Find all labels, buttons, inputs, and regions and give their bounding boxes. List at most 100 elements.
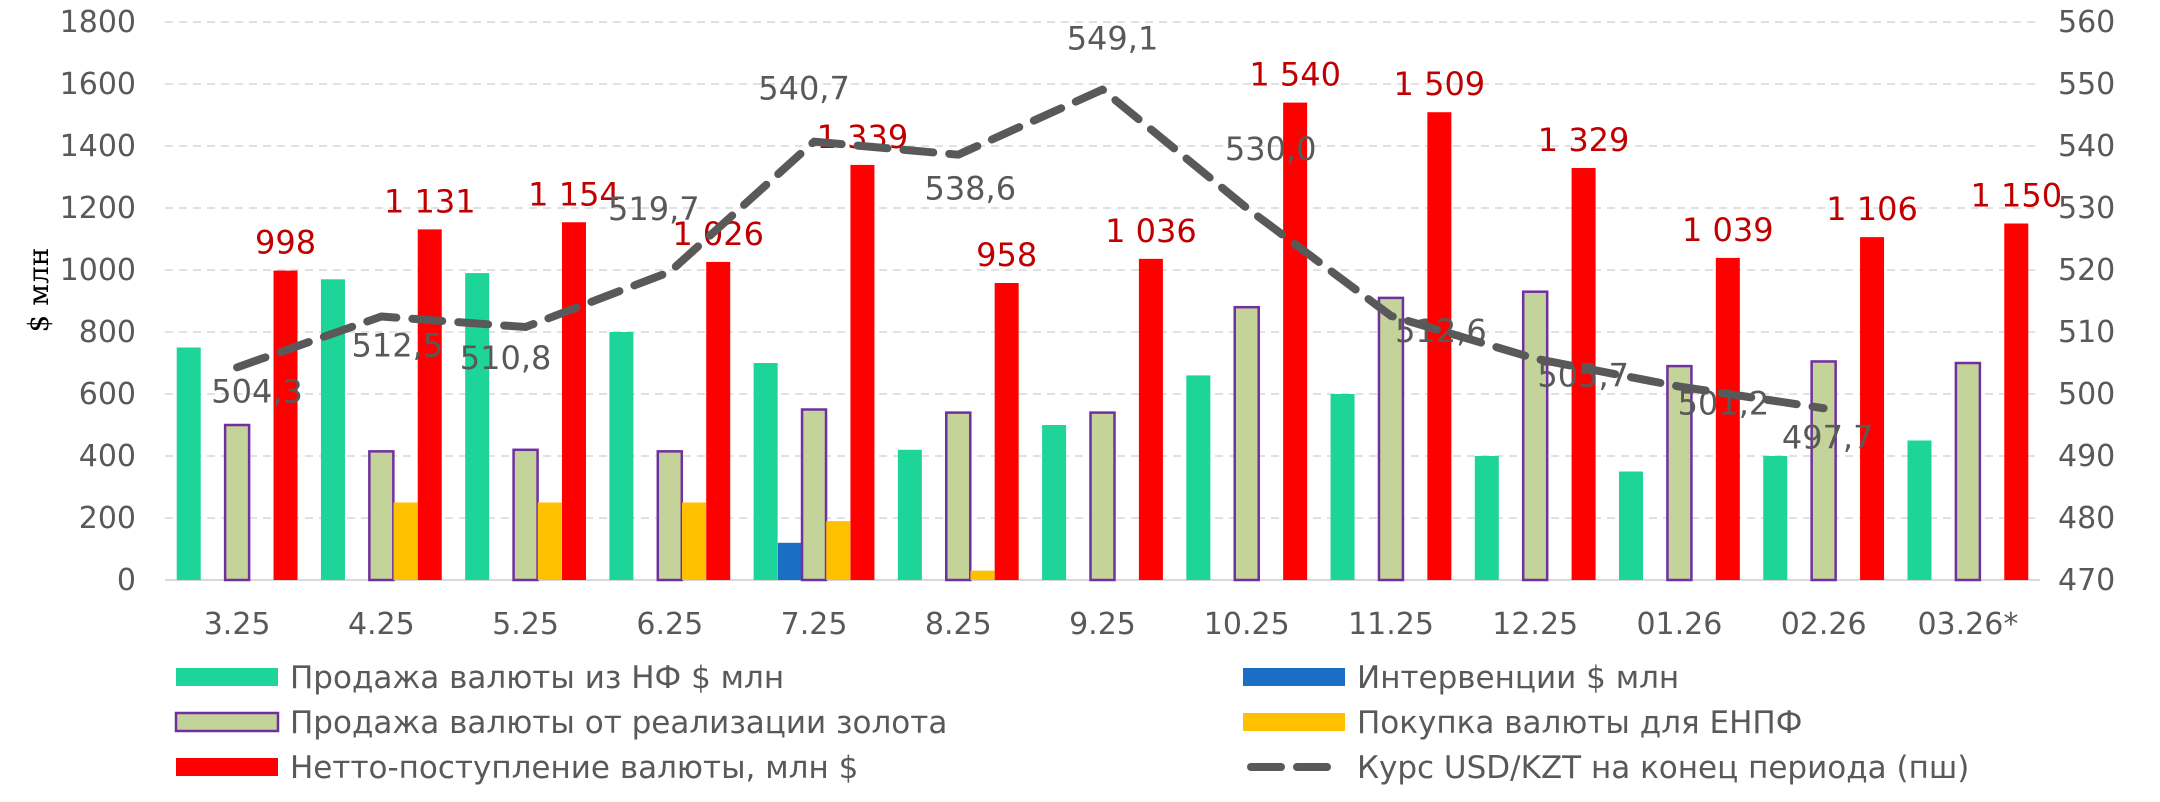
rate-value-label: 497,7 (1782, 418, 1874, 456)
rate-line (233, 85, 1828, 413)
bar (706, 261, 731, 580)
x-tick-label: 6.25 (636, 607, 703, 642)
y-axis-right: 470 480 490 500 510 520 530 540 550 560 (2058, 5, 2115, 598)
legend-label: Продажа валюты от реализации золота (290, 705, 947, 741)
legend-swatch (1243, 713, 1345, 731)
bar (1763, 456, 1788, 580)
bar-value-label: 1 039 (1682, 211, 1774, 249)
bar (753, 363, 778, 580)
y2-tick-label: 510 (2058, 315, 2115, 350)
rate-line-series (233, 85, 1828, 413)
y-tick-label: 1600 (60, 67, 136, 102)
y2-tick-label: 500 (2058, 377, 2115, 412)
bar (1954, 361, 1982, 582)
bar (223, 423, 251, 582)
bar (777, 542, 802, 580)
y-tick-label: 1200 (60, 191, 136, 226)
bar (561, 222, 586, 580)
bar (1860, 237, 1885, 580)
bar (320, 279, 345, 580)
y-axis-left: 0 200 400 600 800 1000 1200 1400 1600 1800 (60, 5, 136, 598)
rate-labels: 504,3 512,5 510,8 519,7 540,7 538,6 549,1 530,0… (211, 20, 1873, 457)
bar (1619, 471, 1644, 580)
rate-value-label: 504,3 (211, 372, 303, 410)
rate-value-label: 540,7 (758, 70, 850, 108)
y-tick-label: 200 (79, 501, 136, 536)
bar (1089, 411, 1116, 582)
x-tick-label: 7.25 (781, 607, 848, 642)
x-tick-label: 01.26 (1636, 607, 1722, 642)
bar (1666, 364, 1693, 582)
rate-value-label: 530,0 (1225, 130, 1317, 168)
bar (994, 283, 1019, 580)
y2-tick-label: 480 (2058, 501, 2115, 536)
x-tick-label: 02.26 (1781, 607, 1867, 642)
rate-value-label: 510,8 (460, 339, 552, 377)
rate-value-label: 512,5 (352, 327, 444, 365)
bar-labels: 998 1 131 1 154 1 026 1 339 958 1 036 1 540 1 50… (255, 56, 2062, 274)
rate-value-label: 505,7 (1537, 357, 1629, 395)
bar (970, 570, 995, 580)
bar (897, 449, 922, 580)
bar (512, 448, 539, 582)
rate-value-label: 501,2 (1678, 385, 1770, 423)
bar-value-label: 1 106 (1826, 190, 1918, 228)
y-tick-label: 1000 (60, 253, 136, 288)
bar (609, 332, 634, 580)
bar-value-label: 1 036 (1105, 212, 1197, 250)
bar (1233, 305, 1260, 582)
bar-value-label: 1 339 (817, 118, 909, 156)
bar (850, 164, 875, 580)
x-tick-label: 11.25 (1348, 607, 1434, 642)
legend-swatch (176, 668, 278, 686)
legend-label: Продажа валюты из НФ $ млн (290, 660, 784, 696)
bar-value-label: 1 131 (384, 182, 476, 220)
rate-value-label: 512,6 (1395, 312, 1487, 350)
bar (417, 229, 442, 580)
legend-swatch (176, 758, 278, 776)
bar (273, 270, 298, 580)
legend-swatch (174, 711, 280, 733)
y-tick-label: 600 (79, 377, 136, 412)
y-tick-label: 0 (117, 563, 136, 598)
bar (393, 502, 418, 580)
rate-value-label: 549,1 (1067, 20, 1159, 58)
x-tick-label: 10.25 (1204, 607, 1290, 642)
legend-label: Курс USD/KZT на конец периода (пш) (1357, 750, 1969, 786)
x-tick-label: 8.25 (925, 607, 992, 642)
bar (1330, 394, 1355, 580)
legend-label: Интервенции $ млн (1357, 660, 1679, 696)
bars (176, 102, 2029, 582)
x-tick-label: 4.25 (348, 607, 415, 642)
bar-value-label: 998 (255, 224, 316, 262)
x-tick-label: 5.25 (492, 607, 559, 642)
bar-value-label: 1 540 (1249, 56, 1341, 94)
bar-value-label: 1 026 (672, 215, 764, 253)
y-tick-label: 1400 (60, 129, 136, 164)
x-tick-label: 3.25 (204, 607, 271, 642)
bar (176, 347, 201, 580)
legend: Продажа валюты из НФ $ млн Интервенции $ … (174, 660, 1969, 786)
y-tick-label: 800 (79, 315, 136, 350)
bar (1810, 360, 1837, 582)
y2-tick-label: 520 (2058, 253, 2115, 288)
y-axis-label: $ млн (22, 248, 55, 333)
bar (1042, 425, 1067, 580)
bar (656, 450, 684, 582)
y2-tick-label: 560 (2058, 5, 2115, 40)
bar (1715, 257, 1740, 580)
y2-tick-label: 490 (2058, 439, 2115, 474)
bar (1907, 440, 1932, 580)
x-axis: 3.25 4.25 5.25 6.25 7.25 8.25 9.25 10.25 11.25 12… (204, 607, 2019, 642)
bar-value-label: 1 150 (1970, 177, 2062, 215)
bar (1186, 375, 1211, 580)
y2-tick-label: 540 (2058, 129, 2115, 164)
bar (1571, 168, 1596, 580)
bar (537, 502, 562, 580)
bar (800, 408, 828, 582)
bar (368, 450, 395, 582)
bar (1377, 296, 1405, 582)
bar (682, 502, 707, 580)
y-tick-label: 400 (79, 439, 136, 474)
